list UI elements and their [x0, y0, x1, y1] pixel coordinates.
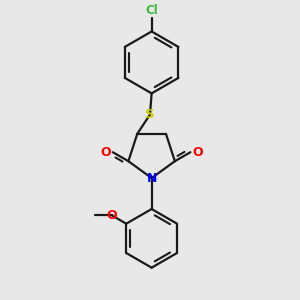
Text: O: O: [100, 146, 111, 159]
Text: S: S: [145, 108, 155, 121]
Text: Cl: Cl: [145, 4, 158, 17]
Text: N: N: [146, 172, 157, 184]
Text: O: O: [192, 146, 202, 159]
Text: O: O: [106, 209, 117, 222]
